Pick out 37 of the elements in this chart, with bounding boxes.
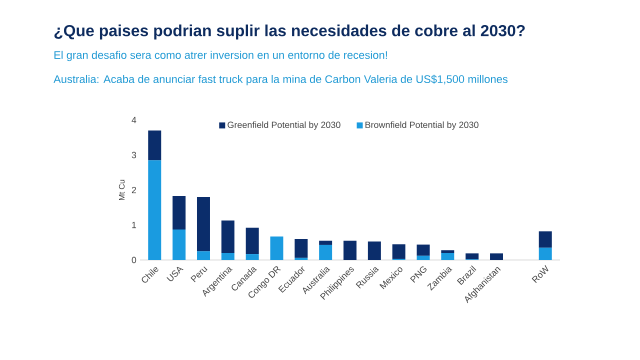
chart-subtitle: El gran desafio sera como atrer inversion en un entorno de recesion!: [54, 50, 387, 62]
y-tick-label: 1: [132, 222, 136, 228]
y-tick-label: 4: [132, 116, 136, 124]
bar: [538, 248, 552, 260]
bar: [148, 160, 162, 260]
bar: [294, 239, 308, 258]
bar: [148, 130, 162, 160]
bar: [246, 254, 259, 260]
bar: [466, 253, 479, 260]
bar: [221, 253, 234, 260]
bar: [319, 240, 332, 245]
y-tick-label: 2: [132, 186, 136, 194]
legend-label: Greenfield Potential by 2030: [228, 121, 340, 130]
text: Australia: Acaba de anunciar fast truck para la mina de Carbon Valeria de US$1,500 millones: [54, 74, 508, 86]
legend-label: Brownfield Potential by 2030: [365, 121, 478, 130]
bar: [441, 253, 454, 260]
y-tick-label: 0: [132, 256, 136, 264]
bar: [392, 244, 406, 259]
bar: [172, 196, 186, 230]
chart-title: ¿Que paises podrian suplir las necesidades de cobre al 2030?: [54, 24, 525, 40]
bar: [441, 250, 454, 253]
bar: [490, 253, 504, 260]
bar: [270, 236, 284, 260]
bar: [172, 230, 186, 260]
bar: [196, 251, 210, 260]
bar: [344, 240, 357, 260]
bar: [538, 231, 552, 248]
bar: [416, 244, 430, 256]
x-tick-label: USA: [166, 266, 184, 282]
y-tick-label: 3: [132, 152, 136, 158]
bar: [319, 244, 332, 260]
bar: [221, 220, 234, 253]
bar: [368, 241, 381, 260]
y-axis-title: Mt Cu: [118, 180, 125, 200]
bar: [246, 228, 259, 254]
bar: [196, 197, 210, 252]
bar: [416, 256, 430, 260]
